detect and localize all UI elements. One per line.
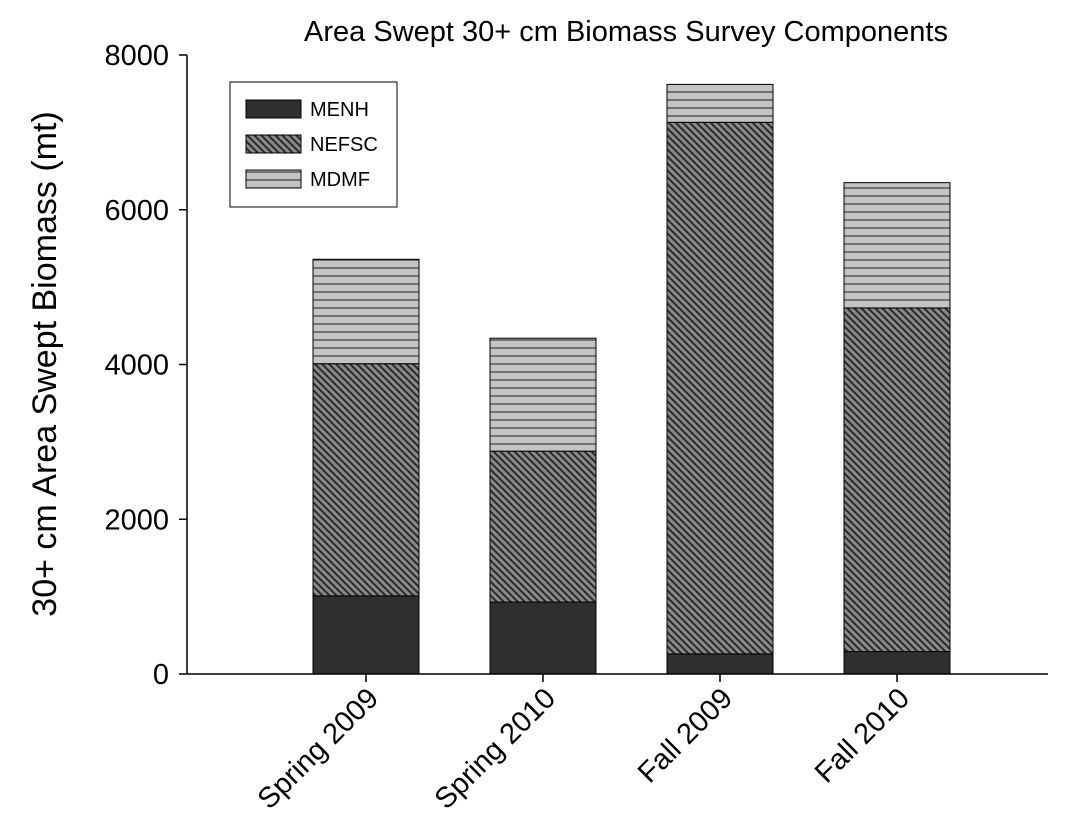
- bars-layer: [312, 83, 951, 675]
- bar-menh-fall-2010: [843, 651, 951, 675]
- bar-menh-spring-2009: [312, 595, 420, 675]
- bar-mdmf-spring-2009: [312, 258, 420, 365]
- legend-label-menh: MENH: [310, 99, 369, 121]
- y-tick-label: 4000: [104, 350, 169, 382]
- y-tick-label: 0: [153, 659, 169, 691]
- x-tick-label: Spring 2010: [429, 682, 562, 815]
- y-tick-label: 2000: [104, 504, 169, 536]
- bar-nefsc-fall-2009: [666, 121, 774, 655]
- bar-nefsc-spring-2009: [312, 363, 420, 597]
- legend-swatch-menh: [245, 99, 302, 119]
- bar-menh-fall-2009: [666, 653, 774, 675]
- bar-mdmf-spring-2010: [489, 337, 597, 452]
- legend-label-mdmf: MDMF: [310, 169, 370, 191]
- legend: MENH NEFSC MDMF: [229, 81, 398, 208]
- y-tick-label: 6000: [104, 195, 169, 227]
- bar-mdmf-fall-2009: [666, 83, 774, 123]
- legend-swatch-nefsc: [245, 134, 302, 154]
- x-tick-label: Fall 2009: [632, 682, 739, 789]
- x-tick-label: Spring 2009: [252, 682, 385, 815]
- legend-swatch-mdmf: [245, 169, 302, 189]
- x-tick-label: Fall 2010: [809, 682, 916, 789]
- bar-nefsc-fall-2010: [843, 307, 951, 653]
- bar-nefsc-spring-2010: [489, 450, 597, 603]
- bar-menh-spring-2010: [489, 601, 597, 675]
- y-tick-label: 8000: [104, 40, 169, 72]
- legend-label-nefsc: NEFSC: [310, 134, 378, 156]
- chart-title: Area Swept 30+ cm Biomass Survey Compone…: [304, 16, 948, 48]
- bar-mdmf-fall-2010: [843, 182, 951, 309]
- y-axis-label: 30+ cm Area Swept Biomass (mt): [26, 111, 64, 616]
